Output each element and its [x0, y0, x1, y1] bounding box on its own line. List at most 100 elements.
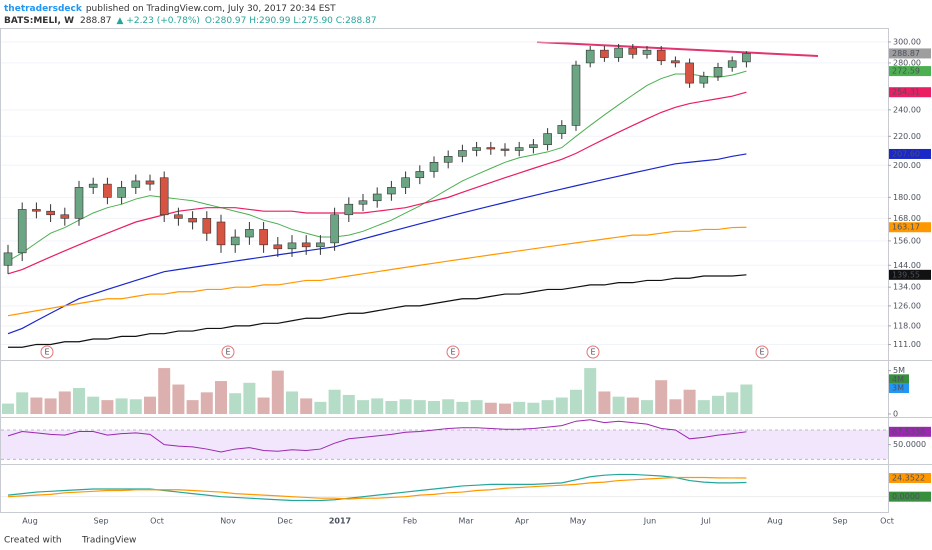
volume-tag-label: 4M [892, 375, 904, 384]
volume-bar [2, 403, 14, 414]
x-tick-label: Apr [515, 517, 530, 526]
volume-bar [30, 397, 43, 414]
y-tick-label: 134.00 [893, 283, 921, 292]
price-tag [889, 148, 931, 159]
volume-bar [357, 400, 369, 414]
volume-bar [44, 398, 57, 414]
earnings-circle [446, 345, 460, 359]
y-tick-label: 240.00 [893, 105, 921, 114]
candle-body [713, 67, 723, 77]
candle-body [188, 218, 197, 223]
candle-body [103, 183, 112, 198]
macd-line [7, 473, 747, 502]
candle-body [685, 62, 694, 84]
volume-bar [612, 396, 625, 414]
symbol: BATS:MELI, W [4, 16, 74, 26]
volume-bar [271, 370, 284, 414]
candle-body [46, 210, 55, 216]
y-tick-label: 126.00 [893, 301, 921, 310]
volume-bar [499, 403, 511, 414]
earnings-label: E [759, 348, 764, 357]
earnings-label: E [450, 348, 455, 357]
candle-body [17, 209, 27, 254]
candle-body [401, 177, 410, 188]
volume-bar [726, 392, 739, 414]
candle-body [529, 144, 538, 148]
candle-body [543, 133, 552, 146]
x-tick-label: Dec [277, 517, 292, 526]
y-tick-label: 50.0000 [893, 440, 926, 449]
volume-bar [144, 396, 156, 414]
volume-bar [300, 398, 313, 414]
y-tick-label: 220.00 [893, 132, 921, 141]
volume-bar [172, 384, 185, 414]
price-tag-label: 288.87 [892, 49, 920, 58]
volume-bar [655, 380, 668, 414]
volume-bar [314, 401, 327, 414]
candle-body [671, 60, 680, 64]
volume-bar [470, 400, 483, 414]
volume-bar [555, 397, 568, 414]
volume-bar [58, 391, 71, 414]
candle-body [571, 64, 581, 126]
candle-body [514, 147, 524, 151]
last-price: 288.87 [80, 16, 112, 26]
x-tick-label: 2017 [329, 517, 351, 526]
price-tag-label: 0.0000 [892, 492, 920, 501]
candle-body [344, 203, 354, 216]
grid [1, 41, 888, 345]
plot-border [0, 28, 889, 513]
y-tick-label: 0 [893, 410, 898, 419]
volume-bar [626, 397, 639, 414]
price-tag-label: 163.17 [892, 223, 920, 232]
y-tick-label: 300.00 [893, 37, 921, 46]
price-tag-label: 67.5338 [892, 427, 925, 436]
footer-brand[interactable]: TradingView [81, 536, 136, 546]
rsi-band [1, 430, 888, 460]
footer-created: Created with [4, 536, 62, 546]
price-tag-label: 24.3522 [892, 473, 925, 482]
volume-bar [158, 368, 171, 414]
y-tick-label: 144.00 [893, 261, 921, 270]
candle-body [500, 148, 510, 151]
volume-bar [342, 394, 355, 414]
x-tick-label: Aug [767, 517, 783, 526]
frame [0, 28, 932, 513]
volume-bar [215, 381, 227, 414]
x-tick-label: Jun [643, 517, 657, 526]
price-tag [889, 472, 931, 483]
moving-average [8, 274, 747, 348]
candle-body [642, 49, 652, 55]
volume-bar [243, 382, 256, 414]
candle-body [486, 147, 496, 150]
candle-body [557, 125, 567, 134]
volume-bar [484, 402, 497, 414]
volume-tag [889, 383, 909, 393]
trend-line [536, 41, 819, 57]
candle-body [117, 187, 126, 198]
candle-body [429, 161, 439, 172]
x-tick-label: Oct [880, 517, 894, 526]
ohlc: O:280.97 H:290.99 L:275.90 C:288.87 [205, 16, 377, 26]
earnings-circle [586, 345, 600, 359]
candle-body [628, 47, 638, 55]
candle-body [358, 200, 368, 205]
candle-body [316, 242, 325, 248]
candle-body [259, 229, 268, 246]
y-tick-label: 280.00 [893, 58, 921, 67]
price-tag [889, 66, 931, 77]
price-tag [889, 426, 931, 437]
candle-body [387, 187, 396, 195]
header-line1: thetradersdeck published on TradingView.c… [4, 4, 336, 14]
volume-bar [73, 388, 85, 414]
candle-body [287, 242, 297, 250]
author[interactable]: thetradersdeck [4, 4, 83, 14]
price-tag [889, 87, 931, 98]
x-tick-label: Sep [93, 517, 108, 526]
price-tag-label: 139.55 [892, 270, 920, 279]
price-tag-label: 272.59 [892, 67, 920, 76]
moving-average [7, 153, 747, 335]
candle-body [458, 150, 467, 157]
header-line2: BATS:MELI, W 288.87 ▲ +2.23 (+0.78%) O:280.… [4, 16, 377, 26]
